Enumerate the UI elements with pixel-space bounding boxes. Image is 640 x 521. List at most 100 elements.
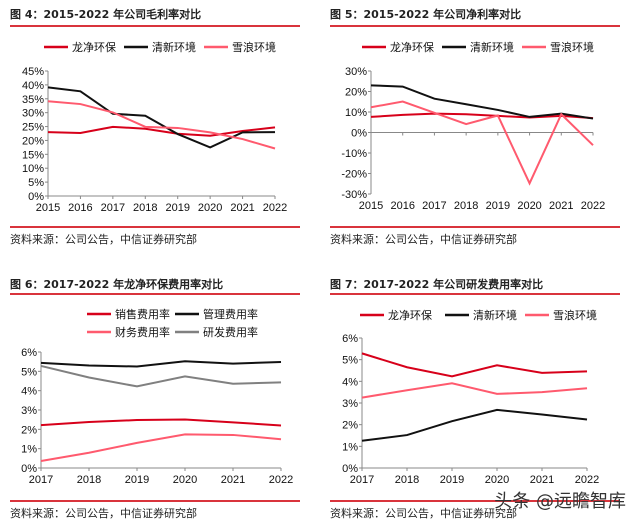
y-tick-label: 0% (351, 128, 367, 140)
x-tick-label: 2019 (125, 474, 149, 486)
y-tick-label: 1% (342, 441, 358, 453)
legend-label: 雪浪环境 (232, 40, 276, 54)
y-tick-label: -30% (341, 189, 367, 201)
line-chart: -30% -20% -10% 0% 10% 20% 30% 2015 2016 2017 2018 2… (341, 40, 605, 212)
chart-net-margin: 图 5：2015-2022 年公司净利率对比 -30% -20% -10% 0% 10%… (320, 0, 620, 250)
series-line-销售费用率 (40, 418, 282, 427)
x-tick-label: 2016 (68, 202, 92, 214)
x-tick-label: 2022 (269, 474, 293, 486)
y-tick-label: 4% (342, 376, 358, 388)
y-tick-label: 3% (342, 398, 358, 410)
x-tick-label: 2021 (221, 474, 245, 486)
x-tick-label: 2018 (454, 200, 478, 212)
title-divider (10, 293, 300, 295)
legend-label: 龙净环保 (72, 40, 116, 54)
y-tick-label: 20% (22, 135, 44, 147)
series-line-研发费用率 (40, 364, 282, 388)
x-tick-label: 2022 (575, 474, 599, 486)
x-tick-label: 2020 (173, 474, 197, 486)
y-tick-label: 30% (345, 66, 367, 78)
x-tick-label: 2017 (29, 474, 53, 486)
x-tick-label: 2018 (133, 202, 157, 214)
x-tick-label: 2020 (485, 474, 509, 486)
y-tick-label: 15% (22, 149, 44, 161)
legend-label: 管理费用率 (203, 307, 258, 321)
y-tick-label: 6% (21, 347, 37, 359)
y-tick-label: 5% (28, 177, 44, 189)
series-line-雪浪环境 (370, 100, 594, 186)
footer-divider (10, 500, 300, 502)
footer-divider (10, 226, 300, 228)
x-tick-label: 2021 (530, 474, 554, 486)
x-tick-label: 2020 (517, 200, 541, 212)
legend-label: 清新环境 (152, 40, 196, 54)
x-tick-label: 2015 (359, 200, 383, 212)
y-tick-label: 40% (22, 80, 44, 92)
legend-label: 清新环境 (473, 308, 517, 322)
y-tick-label: 6% (342, 333, 358, 345)
line-chart: 0% 5% 10% 15% 20%25% 30% 35% 40% 45% 2015 2016 2017… (22, 40, 287, 214)
chart-expense-ratio: 图 6：2017-2022 年龙净环保费用率对比 0% 1% 2% 3% 4% 5% 6% 2… (0, 270, 300, 520)
legend-label: 清新环境 (470, 40, 514, 54)
y-tick-label: 20% (345, 87, 367, 99)
y-tick-label: 0% (21, 463, 37, 475)
watermark: 头条 @远瞻智库 (494, 491, 626, 512)
x-tick-label: 2017 (422, 200, 446, 212)
source-note: 资料来源：公司公告，中信证券研究部 (10, 233, 197, 246)
legend-label: 雪浪环境 (553, 308, 597, 322)
x-tick-label: 2019 (486, 200, 510, 212)
series-line-龙净环保 (47, 125, 276, 137)
line-chart: 0% 1% 2% 3% 4% 5% 6% 2017 2018 2019 2020 2021 2022 龙净… (342, 308, 599, 486)
source-note: 资料来源：公司公告，中信证券研究部 (330, 507, 517, 520)
legend-label: 销售费用率 (115, 307, 170, 321)
series-line-龙净环保 (370, 112, 594, 120)
y-tick-label: 5% (21, 366, 37, 378)
series-line-清新环境 (361, 408, 588, 442)
series-line-雪浪环境 (361, 382, 588, 399)
x-tick-label: 2019 (440, 474, 464, 486)
x-tick-label: 2017 (101, 202, 125, 214)
x-tick-label: 2016 (390, 200, 414, 212)
x-tick-label: 2021 (549, 200, 573, 212)
y-tick-label: 45% (22, 66, 44, 78)
x-tick-label: 2020 (198, 202, 222, 214)
y-tick-label: 0% (342, 463, 358, 475)
source-note: 资料来源：公司公告，中信证券研究部 (10, 507, 197, 520)
x-tick-label: 2019 (165, 202, 189, 214)
y-tick-label: -10% (341, 148, 367, 160)
x-tick-label: 2015 (36, 202, 60, 214)
series-line-雪浪环境 (47, 100, 276, 150)
chart-title: 图 4：2015-2022 年公司毛利率对比 (10, 8, 202, 21)
series-line-管理费用率 (40, 360, 282, 368)
y-tick-label: 2% (342, 420, 358, 432)
title-divider (330, 25, 620, 27)
y-tick-label: 0% (28, 191, 44, 203)
y-tick-label: 10% (345, 107, 367, 119)
y-tick-label: 4% (21, 386, 37, 398)
legend-label: 研发费用率 (203, 325, 258, 339)
legend-label: 财务费用率 (115, 325, 170, 339)
source-note: 资料来源：公司公告，中信证券研究部 (330, 233, 517, 246)
series-line-清新环境 (370, 84, 594, 120)
chart-title: 图 6：2017-2022 年龙净环保费用率对比 (10, 278, 224, 291)
series-line-清新环境 (47, 86, 276, 149)
x-tick-label: 2022 (581, 200, 605, 212)
y-tick-label: 35% (22, 94, 44, 106)
chart-gross-margin: 图 4：2015-2022 年公司毛利率对比 0% 5% 10% 15% 20% 25% 3… (0, 0, 300, 250)
footer-divider (330, 226, 620, 228)
x-tick-label: 2017 (350, 474, 374, 486)
legend-label: 雪浪环境 (550, 40, 594, 54)
chart-title: 图 7：2017-2022 年公司研发费用率对比 (330, 278, 544, 291)
legend-label: 龙净环保 (390, 40, 434, 54)
legend-label: 龙净环保 (388, 308, 432, 322)
title-divider (10, 25, 300, 27)
y-tick-label: 25% (22, 122, 44, 134)
x-tick-label: 2022 (263, 202, 287, 214)
chart-title: 图 5：2015-2022 年公司净利率对比 (330, 8, 522, 21)
y-tick-label: 1% (21, 444, 37, 456)
y-tick-label: 10% (22, 163, 44, 175)
series-line-财务费用率 (40, 433, 282, 463)
chart-rd-ratio: 图 7：2017-2022 年公司研发费用率对比 0% 1% 2% 3% 4% 5% 6% 2… (320, 270, 620, 520)
y-tick-label: 30% (22, 108, 44, 120)
y-tick-label: 2% (21, 424, 37, 436)
